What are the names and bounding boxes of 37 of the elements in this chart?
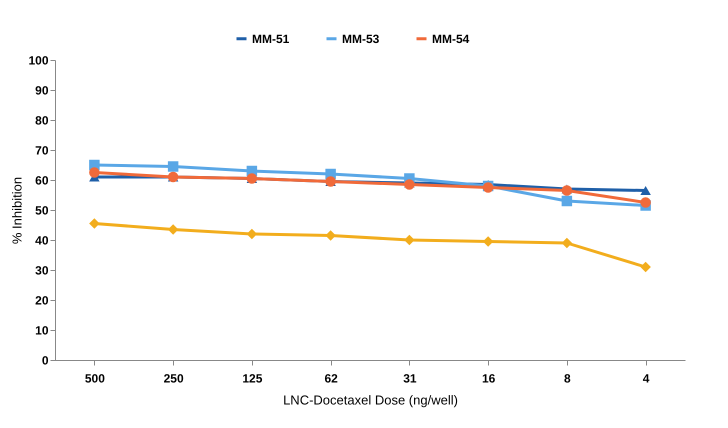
- x-tick-label: 125: [242, 372, 263, 386]
- y-tick-label: 80: [35, 114, 49, 128]
- x-tick-label: 250: [164, 372, 184, 386]
- y-tick-label: 30: [35, 264, 49, 278]
- y-tick-label: 50: [35, 204, 49, 218]
- point: [168, 224, 178, 235]
- legend-label: MM-51: [252, 32, 290, 46]
- y-tick-label: 20: [35, 294, 49, 308]
- x-tick-label: 4: [642, 372, 650, 386]
- point: [562, 238, 572, 248]
- point: [325, 230, 336, 241]
- x-tick-label: 31: [403, 372, 417, 386]
- point: [482, 236, 494, 247]
- point: [404, 234, 415, 246]
- y-tick-label: 100: [28, 54, 49, 68]
- y-tick-label: 70: [35, 144, 49, 158]
- y-tick-label: 90: [35, 84, 49, 98]
- legend-label: MM-54: [432, 32, 470, 46]
- point: [89, 167, 100, 178]
- point: [246, 228, 258, 240]
- point: [640, 186, 651, 196]
- y-tick-label: 10: [35, 324, 49, 338]
- y-tick-label: 0: [42, 354, 49, 368]
- y-tick-label: 60: [35, 174, 49, 188]
- x-tick-label: 8: [564, 372, 572, 386]
- x-tick-label: 62: [324, 372, 338, 386]
- point: [89, 218, 100, 229]
- point: [562, 196, 572, 206]
- x-tick-label: 500: [84, 372, 106, 386]
- y-tick-label: 40: [35, 234, 49, 248]
- point: [640, 197, 651, 208]
- x-tick-label: 16: [482, 372, 496, 386]
- legend-label: MM-53: [342, 32, 380, 46]
- point: [168, 161, 178, 172]
- y-axis-title: % Inhibition: [9, 176, 24, 244]
- point: [640, 262, 651, 272]
- x-axis-title: LNC-Docetaxel Dose (ng/well): [283, 392, 458, 408]
